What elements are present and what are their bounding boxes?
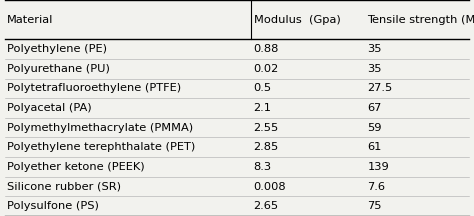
Text: 2.85: 2.85: [254, 142, 279, 152]
Text: 0.5: 0.5: [254, 83, 272, 93]
Text: Polymethylmethacrylate (PMMA): Polymethylmethacrylate (PMMA): [7, 123, 193, 133]
Text: Modulus  (Gpa): Modulus (Gpa): [254, 15, 340, 25]
Text: Polyether ketone (PEEK): Polyether ketone (PEEK): [7, 162, 145, 172]
Text: 2.1: 2.1: [254, 103, 272, 113]
Text: 2.65: 2.65: [254, 201, 279, 211]
Text: Tensile strength (Mpa): Tensile strength (Mpa): [367, 15, 474, 25]
Text: 61: 61: [367, 142, 382, 152]
Text: 35: 35: [367, 64, 382, 74]
Text: Polysulfone (PS): Polysulfone (PS): [7, 201, 99, 211]
Text: 67: 67: [367, 103, 382, 113]
Text: Material: Material: [7, 15, 54, 25]
Text: Silicone rubber (SR): Silicone rubber (SR): [7, 181, 121, 192]
Text: 0.02: 0.02: [254, 64, 279, 74]
Text: 35: 35: [367, 44, 382, 54]
Text: 0.88: 0.88: [254, 44, 279, 54]
Text: 2.55: 2.55: [254, 123, 279, 133]
Text: Polyurethane (PU): Polyurethane (PU): [7, 64, 110, 74]
Text: Polytetrafluoroethylene (PTFE): Polytetrafluoroethylene (PTFE): [7, 83, 181, 93]
Text: Polyethylene terephthalate (PET): Polyethylene terephthalate (PET): [7, 142, 195, 152]
Text: 75: 75: [367, 201, 382, 211]
Text: 0.008: 0.008: [254, 181, 286, 192]
Text: 27.5: 27.5: [367, 83, 392, 93]
Text: Polyacetal (PA): Polyacetal (PA): [7, 103, 92, 113]
Text: 7.6: 7.6: [367, 181, 385, 192]
Text: 8.3: 8.3: [254, 162, 272, 172]
Text: 139: 139: [367, 162, 389, 172]
Text: Polyethylene (PE): Polyethylene (PE): [7, 44, 107, 54]
Text: 59: 59: [367, 123, 382, 133]
